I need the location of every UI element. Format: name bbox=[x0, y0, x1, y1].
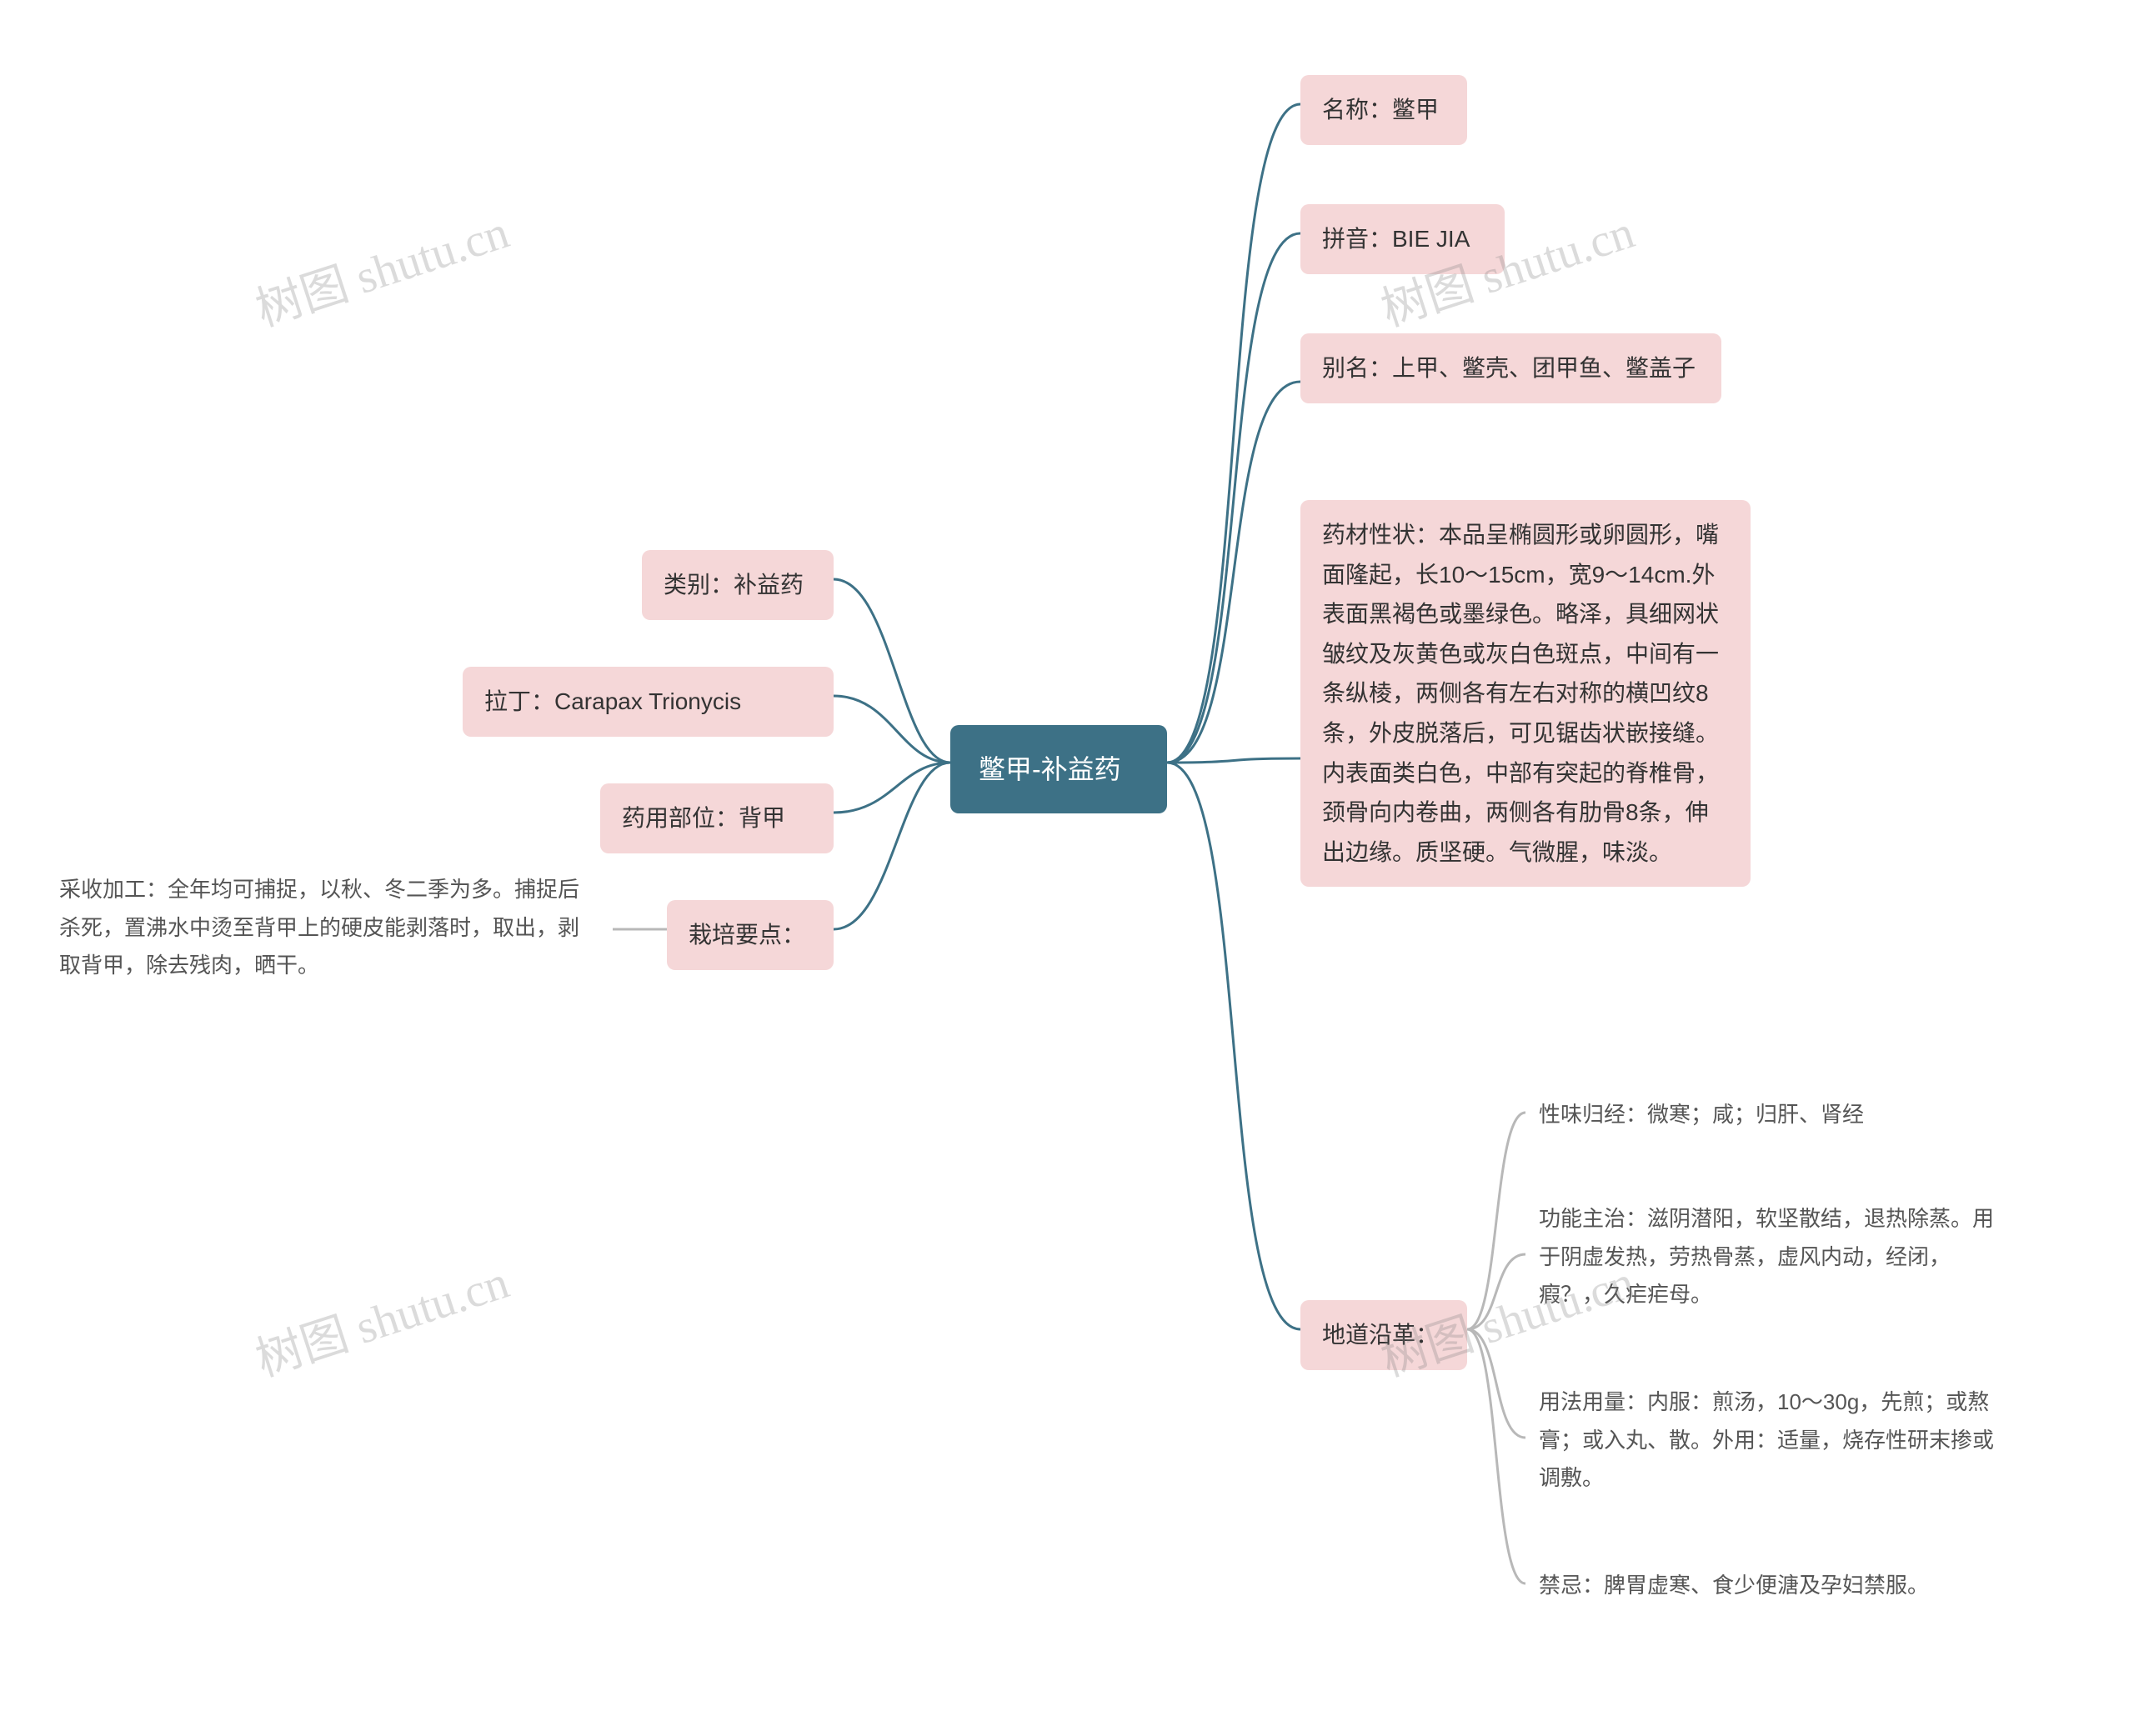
conn-root-l4 bbox=[834, 763, 950, 929]
node-history[interactable]: 地道沿革： bbox=[1300, 1300, 1467, 1370]
conn-root-l1 bbox=[834, 579, 950, 763]
conn-root-r5 bbox=[1167, 763, 1300, 1329]
node-pinyin[interactable]: 拼音：BIE JIA bbox=[1300, 204, 1505, 274]
conn-root-r2 bbox=[1167, 233, 1300, 763]
leaf-contraindication[interactable]: 禁忌：脾胃虚寒、食少便溏及孕妇禁服。 bbox=[1525, 1558, 1951, 1613]
leaf-harvest[interactable]: 采收加工：全年均可捕捉，以秋、冬二季为多。捕捉后杀死，置沸水中烫至背甲上的硬皮能… bbox=[46, 863, 613, 993]
conn-r5-r5a bbox=[1467, 1113, 1525, 1329]
conn-r5-r5b bbox=[1467, 1254, 1525, 1329]
conn-root-r1 bbox=[1167, 104, 1300, 763]
node-name[interactable]: 名称：鳖甲 bbox=[1300, 75, 1467, 145]
conn-r5-r5d bbox=[1467, 1329, 1525, 1583]
conn-root-l2 bbox=[834, 696, 950, 763]
root-node[interactable]: 鳖甲-补益药 bbox=[950, 725, 1167, 813]
node-characteristics[interactable]: 药材性状：本品呈椭圆形或卵圆形，嘴面隆起，长10～15cm，宽9～14cm.外表… bbox=[1300, 500, 1751, 887]
node-alias[interactable]: 别名：上甲、鳖壳、团甲鱼、鳖盖子 bbox=[1300, 333, 1721, 403]
node-medicinal-part[interactable]: 药用部位：背甲 bbox=[600, 783, 834, 853]
leaf-function[interactable]: 功能主治：滋阴潜阳，软坚散结，退热除蒸。用于阴虚发热，劳热骨蒸，虚风内动，经闭，… bbox=[1525, 1192, 2026, 1323]
node-category[interactable]: 类别：补益药 bbox=[642, 550, 834, 620]
node-latin[interactable]: 拉丁：Carapax Trionycis bbox=[463, 667, 834, 737]
node-cultivation[interactable]: 栽培要点： bbox=[667, 900, 834, 970]
conn-r5-r5c bbox=[1467, 1329, 1525, 1438]
conn-root-r3 bbox=[1167, 382, 1300, 763]
leaf-nature[interactable]: 性味归经：微寒；咸；归肝、肾经 bbox=[1525, 1088, 1909, 1143]
conn-root-r4 bbox=[1167, 758, 1300, 763]
conn-root-l3 bbox=[834, 763, 950, 813]
watermark-3: 树图 shutu.cn bbox=[246, 1244, 516, 1389]
watermark-1: 树图 shutu.cn bbox=[246, 194, 516, 339]
leaf-dosage[interactable]: 用法用量：内服：煎汤，10～30g，先煎；或熬膏；或入丸、散。外用：适量，烧存性… bbox=[1525, 1375, 2026, 1506]
